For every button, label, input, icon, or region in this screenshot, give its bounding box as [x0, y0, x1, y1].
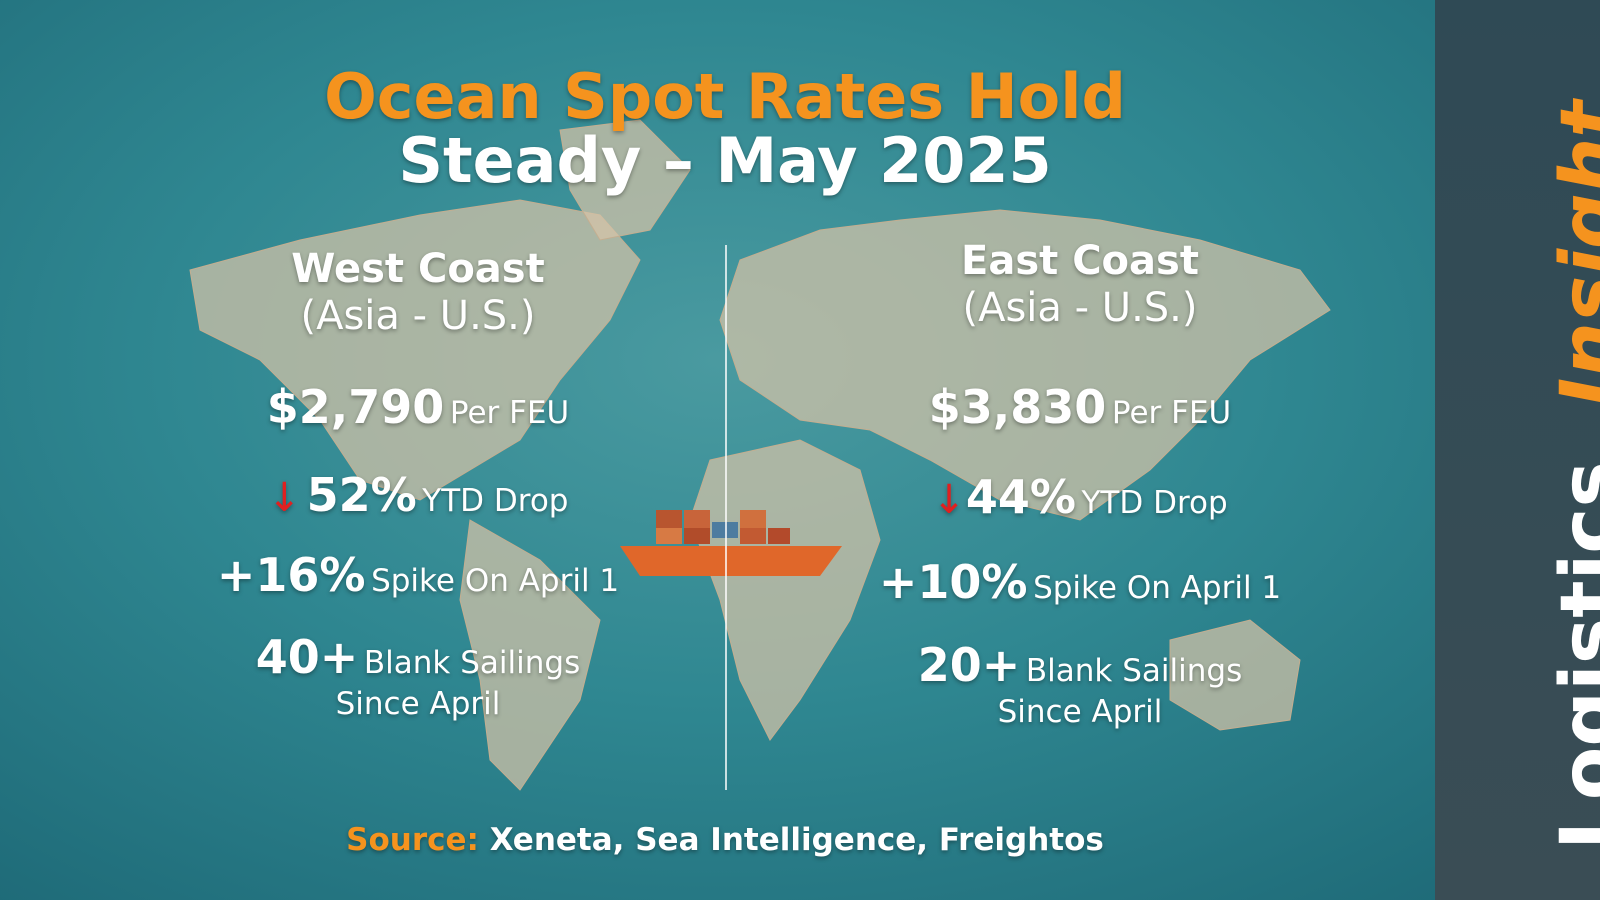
spike-value: +10%	[878, 555, 1028, 609]
price-value: $2,790	[266, 380, 445, 434]
price-label: Per FEU	[1111, 395, 1232, 431]
sidebar-title: Logistics Insight	[1545, 100, 1600, 850]
spike-value: +16%	[216, 548, 366, 602]
ytd-label: YTD Drop	[1081, 485, 1228, 521]
ytd-row: ↓ 52% YTD Drop	[118, 468, 718, 522]
column-heading: East Coast	[961, 238, 1199, 284]
title-line-1: Ocean Spot Rates Hold	[324, 60, 1126, 133]
ytd-row: ↓44% YTD Drop	[780, 470, 1380, 524]
sidebar	[1435, 0, 1600, 900]
ship-icon	[620, 510, 842, 576]
down-arrow: ↓	[932, 477, 966, 523]
ytd-value: 44%	[965, 470, 1076, 524]
spike-row: +16% Spike On April 1	[118, 548, 718, 602]
column-subheading: (Asia - U.S.)	[962, 285, 1198, 331]
blank-row: 20+ Blank Sailings	[780, 638, 1380, 692]
sidebar-word-1: Logistics	[1545, 461, 1600, 850]
blank-label: Blank Sailings	[1025, 653, 1243, 689]
world-map-background	[189, 119, 1331, 791]
title-line-2: Steady – May 2025	[398, 124, 1052, 197]
down-arrow: ↓	[267, 475, 302, 521]
blank-label-2: Since April	[335, 686, 501, 722]
sidebar-word-2: Insight	[1545, 100, 1600, 407]
blank-value: 40+	[255, 630, 359, 684]
price-row: $3,830 Per FEU	[780, 380, 1380, 434]
column-subheading: (Asia - U.S.)	[300, 293, 536, 339]
price-label: Per FEU	[449, 395, 570, 431]
spike-label: Spike On April 1	[1033, 570, 1282, 606]
ytd-label: YTD Drop	[422, 483, 569, 519]
blank-row: 40+ Blank Sailings	[118, 630, 718, 684]
ytd-value: 52%	[306, 468, 417, 522]
spike-row: +10% Spike On April 1	[780, 555, 1380, 609]
column-heading: West Coast	[291, 246, 545, 292]
price-value: $3,830	[928, 380, 1107, 434]
price-row: $2,790 Per FEU	[118, 380, 718, 434]
blank-label-2: Since April	[997, 694, 1163, 730]
source-text: Xeneta, Sea Intelligence, Freightos	[489, 822, 1104, 858]
blank-value: 20+	[917, 638, 1021, 692]
blank-label: Blank Sailings	[363, 645, 581, 681]
source-line: Source: Xeneta, Sea Intelligence, Freigh…	[0, 822, 1450, 858]
source-label: Source:	[346, 822, 479, 858]
spike-label: Spike On April 1	[371, 563, 620, 599]
